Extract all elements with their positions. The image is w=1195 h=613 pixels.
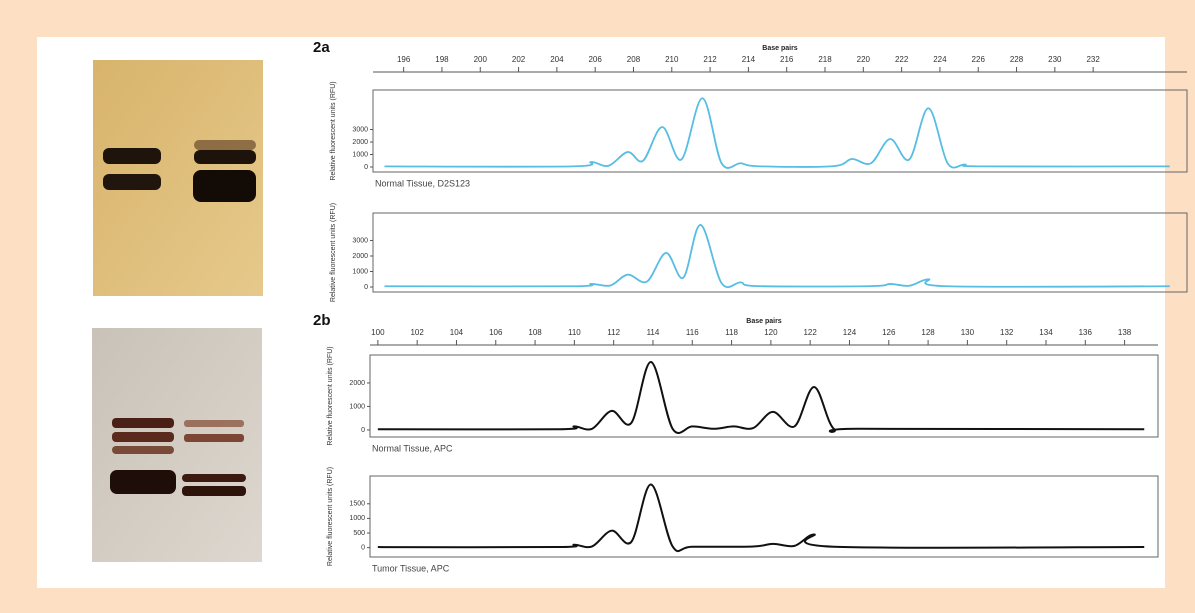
x-tick-label: 128 (921, 328, 935, 337)
x-tick-label: 224 (933, 55, 947, 64)
gel-image-b (92, 328, 262, 562)
gel-image-a (93, 60, 263, 296)
y-tick-label: 0 (364, 284, 368, 291)
y-axis-label: Relative fluorescent units (RFU) (327, 346, 334, 445)
x-tick-label: 136 (1079, 328, 1093, 337)
x-tick-label: 132 (1000, 328, 1014, 337)
y-tick-label: 1000 (352, 151, 368, 158)
x-tick-label: 122 (803, 328, 817, 337)
x-tick-label: 196 (397, 55, 411, 64)
x-tick-label: 216 (780, 55, 794, 64)
x-tick-label: 220 (857, 55, 871, 64)
x-tick-label: 104 (450, 328, 464, 337)
y-axis-label: Relative fluorescent units (RFU) (330, 81, 337, 180)
y-tick-label: 2000 (349, 380, 365, 387)
x-tick-label: 116 (686, 328, 699, 337)
x-tick-label: 206 (588, 55, 602, 64)
x-tick-label: 200 (474, 55, 488, 64)
y-tick-label: 3000 (352, 237, 368, 244)
x-tick-label: 218 (818, 55, 832, 64)
y-tick-label: 2000 (352, 253, 368, 260)
x-tick-label: 222 (895, 55, 909, 64)
x-axis-label: Base pairs (762, 45, 798, 52)
x-tick-label: 228 (1010, 55, 1024, 64)
x-tick-label: 130 (961, 328, 975, 337)
y-tick-label: 2000 (352, 139, 368, 146)
x-tick-label: 204 (550, 55, 564, 64)
x-tick-label: 134 (1039, 328, 1053, 337)
y-tick-label: 1000 (349, 515, 365, 522)
x-tick-label: 124 (843, 328, 857, 337)
x-tick-label: 108 (528, 328, 542, 337)
x-tick-label: 126 (882, 328, 896, 337)
y-tick-label: 0 (361, 427, 365, 434)
y-tick-label: 500 (353, 530, 365, 537)
y-tick-label: 0 (364, 164, 368, 171)
x-tick-label: 138 (1118, 328, 1132, 337)
y-tick-label: 1000 (352, 268, 368, 275)
x-axis-label: Base pairs (746, 318, 782, 325)
x-tick-label: 212 (703, 55, 717, 64)
panel-label: 2a (313, 39, 330, 56)
trace-caption: Tumor Tissue, APC (372, 563, 450, 573)
y-axis-label: Relative fluorescent units (RFU) (327, 467, 334, 566)
trace-caption: Normal Tissue, APC (372, 443, 453, 453)
x-tick-label: 100 (371, 328, 385, 337)
x-tick-label: 106 (489, 328, 503, 337)
x-tick-label: 210 (665, 55, 679, 64)
x-tick-label: 208 (627, 55, 641, 64)
y-tick-label: 3000 (352, 126, 368, 133)
y-tick-label: 1000 (349, 403, 365, 410)
x-tick-label: 202 (512, 55, 526, 64)
x-tick-label: 110 (568, 328, 581, 337)
x-tick-label: 102 (410, 328, 424, 337)
x-tick-label: 230 (1048, 55, 1062, 64)
x-tick-label: 112 (607, 328, 620, 337)
x-tick-label: 232 (1086, 55, 1100, 64)
y-axis-label: Relative fluorescent units (RFU) (330, 203, 337, 302)
x-tick-label: 226 (972, 55, 986, 64)
x-tick-label: 118 (725, 328, 738, 337)
x-tick-label: 114 (647, 328, 660, 337)
x-tick-label: 120 (764, 328, 778, 337)
y-tick-label: 0 (361, 544, 365, 551)
panel-label: 2b (313, 312, 331, 329)
trace-caption: Normal Tissue, D2S123 (375, 178, 470, 188)
figure: 0100020003000Relative fluorescent units … (0, 0, 1195, 613)
y-tick-label: 1500 (349, 501, 365, 508)
x-tick-label: 214 (742, 55, 756, 64)
x-tick-label: 198 (435, 55, 449, 64)
